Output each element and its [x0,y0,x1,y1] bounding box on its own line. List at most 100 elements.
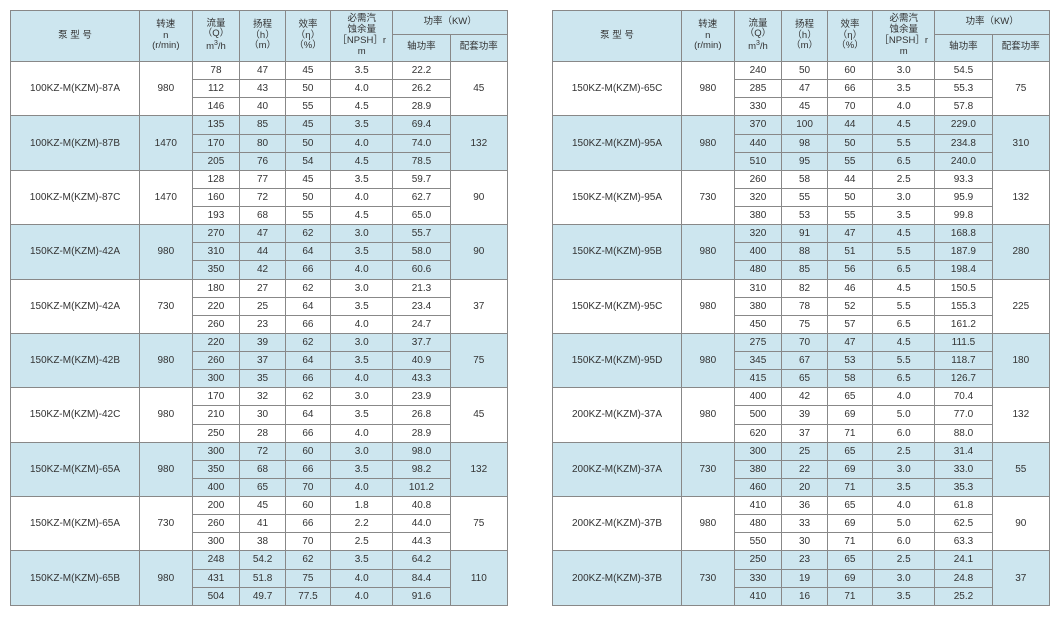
hdr-power: 功率（KW） [393,11,508,35]
cell-p1: 40.9 [393,352,450,370]
cell-eff: 66 [285,315,330,333]
cell-eff: 52 [827,297,872,315]
cell-eff: 69 [827,406,872,424]
hdr-model: 泵 型 号 [553,11,682,62]
cell-q: 370 [734,116,782,134]
cell-h: 23 [240,315,285,333]
cell-npsh: 2.5 [873,442,935,460]
cell-npsh: 6.5 [873,152,935,170]
hdr-q: 流量（Q）m3/h [734,11,782,62]
cell-model: 100KZ-M(KZM)-87A [11,62,140,116]
cell-n: 1470 [140,170,193,224]
cell-model: 150KZ-M(KZM)-65A [11,442,140,496]
cell-eff: 65 [827,388,872,406]
cell-p2: 132 [450,442,507,496]
cell-eff: 66 [285,424,330,442]
cell-h: 22 [782,460,827,478]
cell-n: 730 [140,497,193,551]
cell-p1: 118.7 [935,352,992,370]
cell-h: 85 [782,261,827,279]
cell-q: 260 [192,315,240,333]
cell-n: 980 [682,62,735,116]
cell-p1: 26.8 [393,406,450,424]
cell-p2: 90 [450,170,507,224]
cell-h: 58 [782,170,827,188]
cell-npsh: 3.5 [331,243,393,261]
cell-npsh: 4.0 [331,134,393,152]
cell-npsh: 4.0 [873,497,935,515]
cell-npsh: 3.5 [873,207,935,225]
cell-p1: 58.0 [393,243,450,261]
cell-eff: 70 [285,533,330,551]
hdr-q: 流量（Q）m3/h [192,11,240,62]
cell-h: 43 [240,80,285,98]
cell-q: 320 [734,188,782,206]
cell-p1: 59.7 [393,170,450,188]
cell-npsh: 3.5 [331,551,393,569]
cell-npsh: 4.0 [331,587,393,605]
hdr-h: 扬程（h）（m） [240,11,285,62]
cell-p1: 91.6 [393,587,450,605]
cell-npsh: 5.0 [873,406,935,424]
cell-h: 47 [240,62,285,80]
cell-p1: 23.9 [393,388,450,406]
cell-p2: 132 [450,116,507,170]
cell-npsh: 3.5 [331,297,393,315]
cell-h: 54.2 [240,551,285,569]
hdr-p1: 轴功率 [393,34,450,61]
cell-p1: 198.4 [935,261,992,279]
cell-npsh: 4.0 [873,98,935,116]
cell-model: 200KZ-M(KZM)-37A [553,388,682,442]
table-row: 150KZ-M(KZM)-95D98027570474.5111.5180 [553,333,1050,351]
cell-eff: 71 [827,587,872,605]
cell-q: 480 [734,515,782,533]
cell-p1: 88.0 [935,424,992,442]
table-row: 100KZ-M(KZM)-87C147012877453.559.790 [11,170,508,188]
cell-eff: 50 [285,80,330,98]
cell-q: 170 [192,388,240,406]
cell-q: 400 [734,243,782,261]
cell-h: 47 [240,225,285,243]
cell-eff: 71 [827,478,872,496]
cell-eff: 45 [285,170,330,188]
cell-q: 300 [192,442,240,460]
cell-npsh: 4.5 [873,279,935,297]
cell-h: 25 [782,442,827,460]
cell-eff: 47 [827,333,872,351]
cell-h: 19 [782,569,827,587]
cell-eff: 56 [827,261,872,279]
cell-p1: 24.8 [935,569,992,587]
cell-p1: 234.8 [935,134,992,152]
cell-npsh: 2.5 [331,533,393,551]
cell-npsh: 3.5 [873,587,935,605]
cell-q: 170 [192,134,240,152]
cell-q: 160 [192,188,240,206]
cell-npsh: 4.5 [873,333,935,351]
cell-p1: 240.0 [935,152,992,170]
cell-q: 193 [192,207,240,225]
cell-h: 27 [240,279,285,297]
cell-eff: 62 [285,333,330,351]
cell-npsh: 6.0 [873,424,935,442]
cell-p2: 55 [992,442,1049,496]
cell-eff: 57 [827,315,872,333]
cell-q: 550 [734,533,782,551]
cell-npsh: 6.0 [873,533,935,551]
cell-eff: 50 [285,134,330,152]
spec-table-right: 泵 型 号 转速n(r/min) 流量（Q）m3/h 扬程（h）（m） 效率（η… [552,10,1050,606]
table-row: 150KZ-M(KZM)-42A73018027623.021.337 [11,279,508,297]
hdr-n: 转速n(r/min) [682,11,735,62]
cell-npsh: 4.0 [873,388,935,406]
cell-q: 510 [734,152,782,170]
cell-q: 260 [192,515,240,533]
cell-h: 39 [240,333,285,351]
cell-h: 42 [782,388,827,406]
cell-npsh: 6.5 [873,315,935,333]
cell-h: 55 [782,188,827,206]
cell-eff: 70 [285,478,330,496]
cell-p1: 61.8 [935,497,992,515]
cell-eff: 65 [827,442,872,460]
cell-q: 350 [192,460,240,478]
cell-q: 310 [734,279,782,297]
cell-q: 240 [734,62,782,80]
